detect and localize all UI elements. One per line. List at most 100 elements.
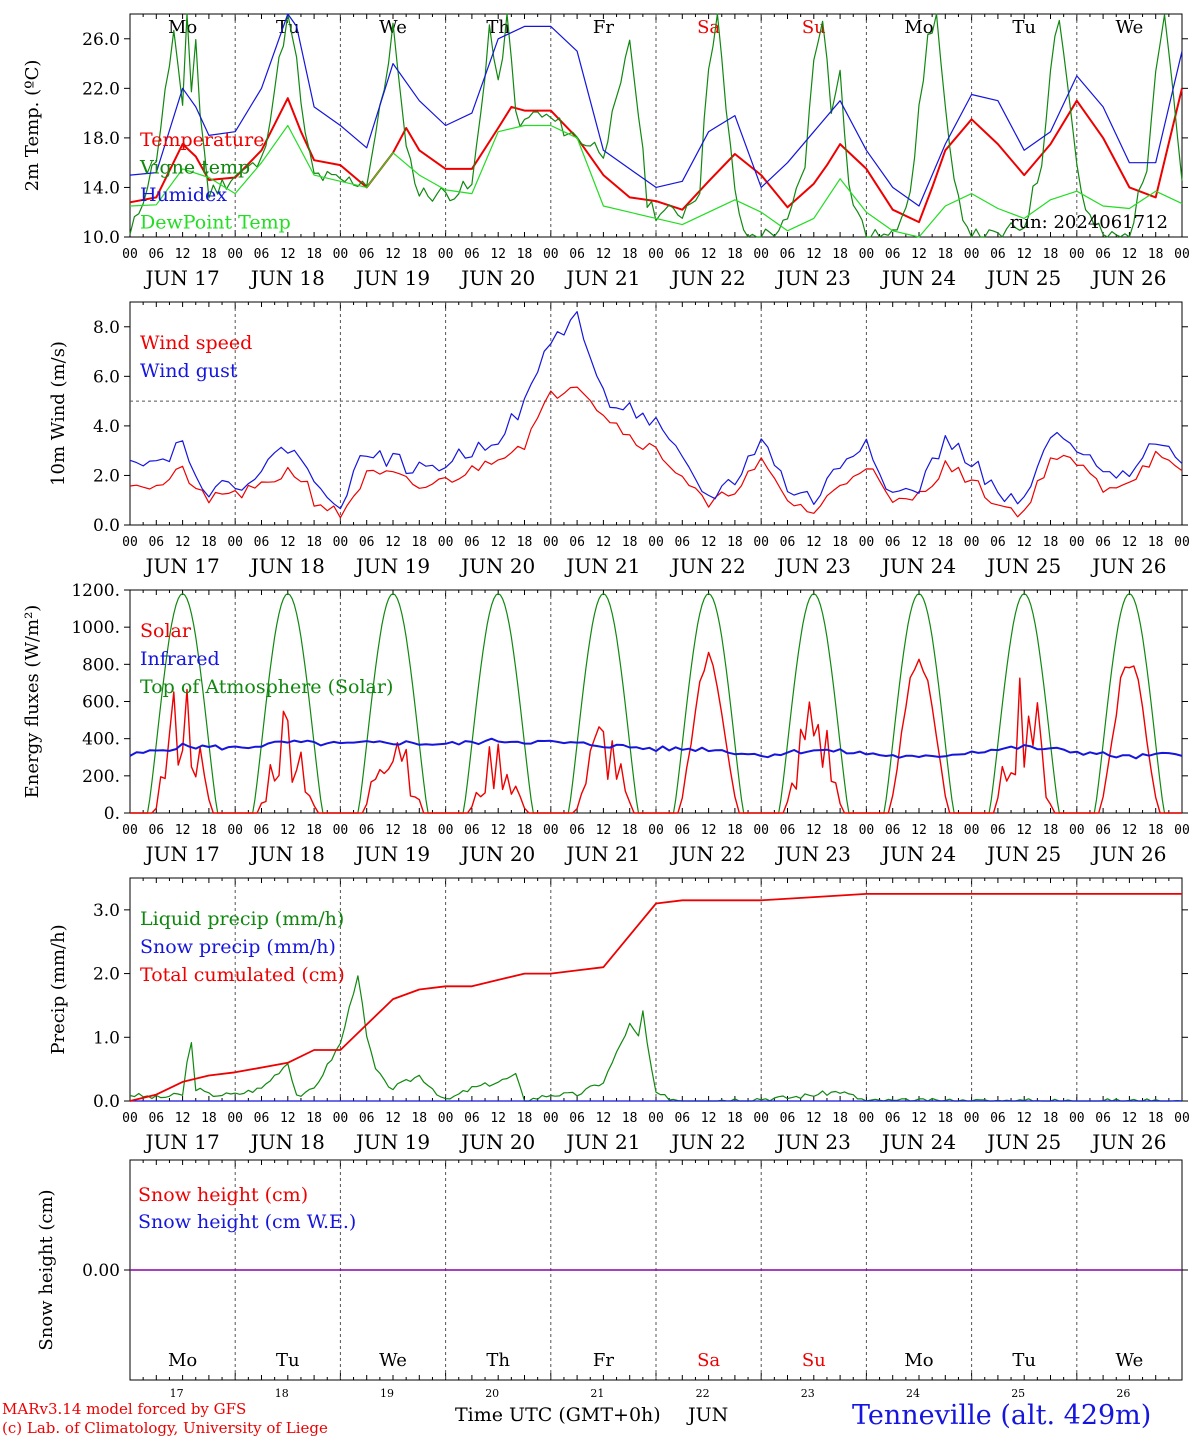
hour-tick-label: 12 (701, 535, 717, 550)
legend-entry: Temperature (140, 129, 264, 151)
weekday-label: Mo (168, 17, 197, 38)
hour-tick-label: 06 (569, 247, 585, 262)
y-tick-label: 8.0 (93, 318, 120, 338)
hour-tick-label: 06 (990, 823, 1006, 838)
solar-day6-series-line (761, 701, 867, 814)
date-label: JUN 17 (144, 842, 220, 866)
hour-tick-label: 06 (569, 823, 585, 838)
solar-day2-series-line (340, 742, 446, 814)
temp-1-series-line (129, 13, 1183, 238)
toa-day7-series-line (866, 593, 972, 814)
y-tick-label: 3.0 (93, 901, 120, 921)
hour-tick-label: 18 (517, 823, 533, 838)
hour-tick-label: 00 (122, 1111, 138, 1126)
date-label: JUN 17 (144, 554, 220, 578)
location-title: Tenneville (alt. 429m) (852, 1400, 1152, 1431)
hour-tick-label: 12 (596, 1111, 612, 1126)
y-tick-label: 800. (82, 655, 120, 675)
wind-0-series-line (129, 386, 1183, 519)
legend-entry: Total cumulated (cm) (140, 964, 345, 986)
y-tick-label: 18.0 (82, 129, 120, 149)
weekday-label: Su (802, 1350, 826, 1371)
legend-entry: Wind gust (140, 360, 238, 382)
hour-tick-label: 00 (648, 823, 664, 838)
hour-tick-label: 12 (1016, 247, 1032, 262)
hour-tick-label: 18 (622, 535, 638, 550)
hour-tick-label: 06 (569, 535, 585, 550)
hour-tick-label: 00 (753, 1111, 769, 1126)
hour-tick-label: 12 (806, 1111, 822, 1126)
hour-tick-label: 00 (543, 535, 559, 550)
hour-tick-label: 18 (411, 823, 427, 838)
x-axis-month: JUN (688, 1404, 729, 1426)
hour-tick-label: 18 (411, 247, 427, 262)
y-tick-label: 0.0 (93, 1092, 120, 1112)
weekday-label: Su (802, 17, 826, 38)
hour-tick-label: 12 (596, 823, 612, 838)
hour-tick-label: 00 (438, 823, 454, 838)
date-label: JUN 22 (670, 266, 746, 290)
toa-day9-series-line (1076, 593, 1182, 814)
date-label: JUN 20 (459, 266, 535, 290)
run-label: run: 2024061712 (1010, 212, 1168, 233)
date-label: JUN 17 (144, 1130, 220, 1154)
hour-tick-label: 00 (227, 535, 243, 550)
hour-tick-label: 18 (832, 247, 848, 262)
date-label: JUN 23 (775, 554, 851, 578)
date-label: JUN 21 (564, 1130, 640, 1154)
date-label: JUN 26 (1090, 554, 1166, 578)
date-number-label: 18 (275, 1387, 289, 1400)
weekday-label: Fr (593, 17, 614, 38)
hour-tick-label: 12 (385, 1111, 401, 1126)
date-label: JUN 18 (249, 266, 325, 290)
hour-tick-label: 18 (201, 1111, 217, 1126)
weekday-label: Mo (904, 1350, 933, 1371)
hour-tick-label: 12 (175, 535, 191, 550)
hour-tick-label: 12 (1016, 1111, 1032, 1126)
hour-tick-label: 06 (885, 823, 901, 838)
hour-tick-label: 12 (175, 247, 191, 262)
date-label: JUN 24 (880, 554, 956, 578)
legend-entry: Top of Atmosphere (Solar) (140, 676, 393, 698)
toa-day3-series-line (445, 593, 551, 814)
toa-day2-series-line (340, 593, 446, 814)
legend-entry: Humidex (140, 184, 227, 206)
y-axis-label: Precip (mm/h) (48, 924, 69, 1054)
date-number-label: 25 (1011, 1387, 1025, 1400)
date-label: JUN 17 (144, 266, 220, 290)
date-label: JUN 24 (880, 266, 956, 290)
hour-tick-label: 12 (911, 247, 927, 262)
date-label: JUN 19 (354, 554, 430, 578)
hour-tick-label: 06 (1095, 1111, 1111, 1126)
legend-entry: Vigne temp (139, 157, 250, 179)
date-label: JUN 22 (670, 554, 746, 578)
hour-tick-label: 00 (859, 823, 875, 838)
legend-entry: Snow height (cm) (138, 1184, 308, 1206)
hour-tick-label: 18 (201, 823, 217, 838)
temp-3-series-line (129, 124, 1183, 238)
y-tick-label: 14.0 (82, 178, 120, 198)
hour-tick-label: 06 (254, 1111, 270, 1126)
y-tick-label: 2.0 (93, 466, 120, 486)
hour-tick-label: 12 (596, 247, 612, 262)
hour-tick-label: 12 (175, 1111, 191, 1126)
y-tick-label: 1.0 (93, 1028, 120, 1048)
date-number-label: 21 (590, 1387, 604, 1400)
hour-tick-label: 18 (832, 823, 848, 838)
hour-tick-label: 06 (674, 1111, 690, 1126)
hour-tick-label: 00 (753, 535, 769, 550)
hour-tick-label: 18 (1043, 823, 1059, 838)
legend-entry: Snow precip (mm/h) (140, 936, 336, 958)
legend-entry: Liquid precip (mm/h) (140, 908, 344, 930)
date-label: JUN 20 (459, 842, 535, 866)
hour-tick-label: 00 (964, 247, 980, 262)
hour-tick-label: 12 (701, 247, 717, 262)
y-tick-label: 0.0 (93, 516, 120, 536)
panel-frame (129, 589, 1183, 814)
solar-day8-series-line (971, 677, 1077, 814)
hour-tick-label: 18 (1148, 823, 1164, 838)
hour-tick-label: 06 (990, 535, 1006, 550)
hour-tick-label: 00 (333, 535, 349, 550)
hour-tick-label: 12 (1122, 535, 1138, 550)
hour-tick-label: 12 (1016, 823, 1032, 838)
